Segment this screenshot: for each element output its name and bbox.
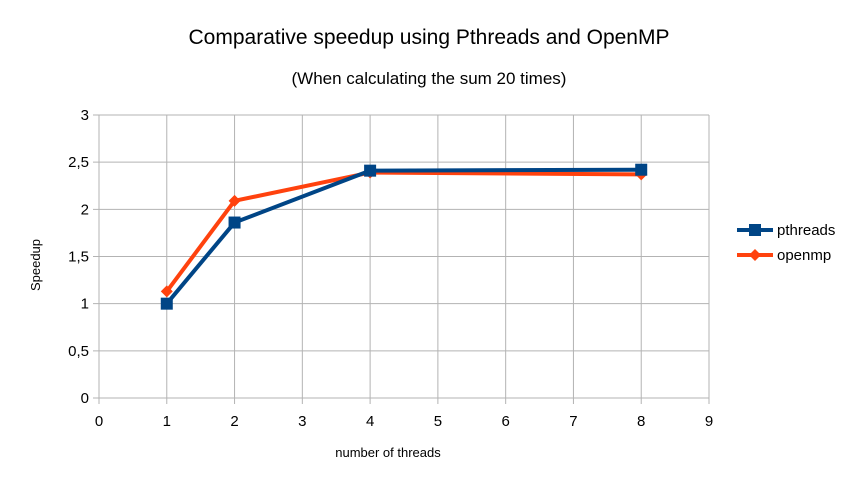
x-tick-label: 5 [434,413,442,430]
x-tick-label: 7 [569,413,577,430]
x-tick-label: 0 [95,413,103,430]
data-point-pthreads [364,164,377,177]
data-point-pthreads [635,163,648,176]
chart-title: Comparative speedup using Pthreads and O… [189,26,670,49]
series-line-openmp [165,170,642,293]
x-tick-label: 4 [366,413,374,430]
x-tick-label: 1 [163,413,171,430]
grid [93,114,710,404]
y-tick-label: 0,5 [68,343,89,360]
legend-marker-pthreads [749,224,761,236]
y-tick-label: 1 [81,296,89,313]
data-point-openmp [160,285,173,298]
legend-marker-openmp [749,249,761,261]
legend-label-pthreads: pthreads [777,222,835,239]
x-axis-label: number of threads [335,445,441,460]
y-tick-label: 2 [81,201,89,218]
legend-label-openmp: openmp [777,247,831,264]
x-tick-label: 9 [705,413,713,430]
series-line-pthreads [165,167,642,305]
x-tick-label: 3 [298,413,306,430]
data-point-pthreads [228,216,241,229]
x-tick-label: 6 [501,413,509,430]
x-tick-label: 8 [637,413,645,430]
series-layer [160,163,648,310]
x-tick-label: 2 [230,413,238,430]
chart-subtitle: (When calculating the sum 20 times) [292,69,567,88]
ticks: 0 1 2 3 4 5 6 7 8 9 0 0,5 1 1,5 2 2,5 3 [68,107,713,430]
y-axis-label: Speedup [28,239,43,291]
data-point-pthreads [160,297,173,310]
legend: pthreads openmp [737,222,835,264]
y-tick-label: 3 [81,107,89,124]
data-point-openmp [228,194,241,207]
y-tick-label: 0 [81,390,89,407]
y-tick-label: 1,5 [68,249,89,266]
y-tick-label: 2,5 [68,154,89,171]
